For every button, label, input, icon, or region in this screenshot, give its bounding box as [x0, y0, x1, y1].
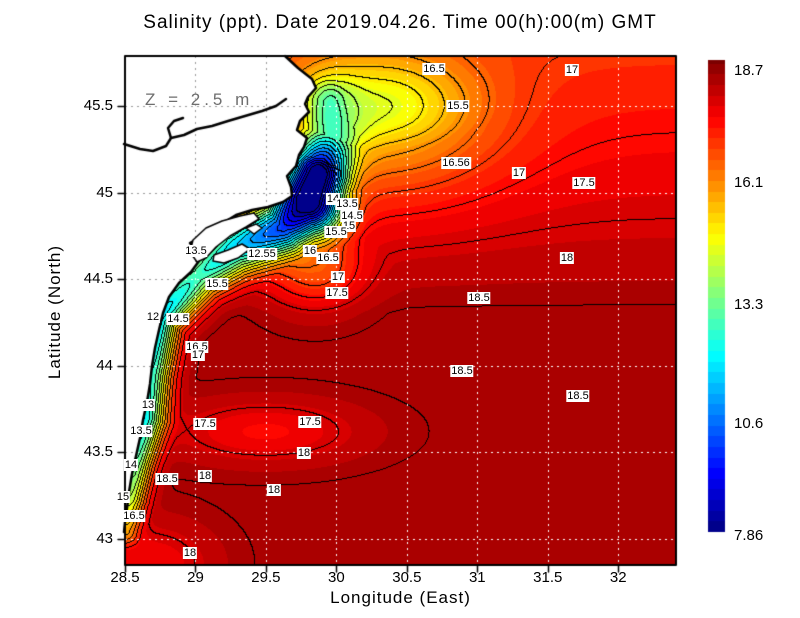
contour-label: 15.5 [324, 226, 348, 238]
contour-label: 18 [197, 470, 213, 482]
x-tick-label: 30 [328, 569, 345, 586]
contour-label: 16.56 [441, 157, 471, 169]
contour-label: 12.55 [247, 248, 277, 260]
contour-label: 14 [123, 459, 139, 471]
colorbar-tick-label: 7.86 [734, 527, 764, 544]
contour-label: 17.5 [298, 416, 322, 428]
contour-label: 13 [140, 399, 156, 411]
y-tick-label: 44.5 [83, 270, 113, 288]
x-tick-label: 31 [468, 569, 486, 586]
contour-label: 14.5 [340, 210, 364, 222]
contour-label: 18.5 [450, 365, 474, 377]
contour-label: 17 [190, 349, 206, 361]
contour-label: 18 [266, 484, 282, 496]
x-tick-label: 31.5 [533, 569, 563, 586]
contour-label: 18 [182, 547, 198, 559]
contour-label: 12 [145, 311, 161, 323]
y-tick-label: 43 [96, 530, 113, 548]
contour-label: 17.5 [572, 177, 596, 189]
contour-label: 16.5 [316, 252, 340, 264]
contour-label: 17.5 [193, 418, 217, 430]
colorbar-tick-label: 18.7 [734, 62, 764, 79]
x-tick-label: 29.5 [251, 569, 281, 586]
contour-label: 15 [115, 491, 131, 503]
contour-label: 15.5 [446, 100, 470, 112]
contour-label: 17 [511, 167, 527, 179]
contour-label: 13.5 [184, 245, 208, 257]
contour-label: 16 [302, 245, 318, 257]
y-tick-label: 43.5 [83, 443, 113, 461]
y-tick-label: 45.5 [83, 97, 113, 115]
x-tick-label: 30.5 [392, 569, 422, 586]
colorbar-tick-label: 10.6 [734, 415, 764, 432]
contour-label: 14.5 [166, 313, 190, 325]
depth-annotation: Z = 2.5 m [145, 90, 254, 109]
contour-label: 18 [559, 252, 575, 264]
colorbar-tick-label: 16.1 [734, 174, 764, 191]
colorbar-tick-label: 13.3 [734, 296, 764, 313]
contour-label: 18 [296, 447, 312, 459]
contour-label: 18.5 [566, 390, 590, 402]
contour-label: 13.5 [129, 425, 153, 437]
x-axis-label: Longitude (East) [330, 588, 471, 607]
contour-label: 17 [330, 271, 346, 283]
x-tick-label: 28.5 [110, 569, 140, 586]
contour-label: 18.5 [155, 473, 179, 485]
contour-label: 18.5 [467, 292, 491, 304]
contour-label: 13.5 [335, 198, 359, 210]
contour-label: 16.5 [122, 510, 146, 522]
y-tick-label: 44 [96, 356, 113, 374]
y-tick-label: 45 [96, 183, 113, 201]
contour-label: 17.5 [325, 287, 349, 299]
contour-label: 17 [564, 64, 580, 76]
x-tick-label: 29 [187, 569, 204, 586]
contour-label: 16.5 [422, 63, 446, 75]
x-tick-label: 32 [609, 569, 627, 586]
plot-title: Salinity (ppt). Date 2019.04.26. Time 00… [143, 12, 657, 33]
contour-label: 15.5 [205, 278, 229, 290]
